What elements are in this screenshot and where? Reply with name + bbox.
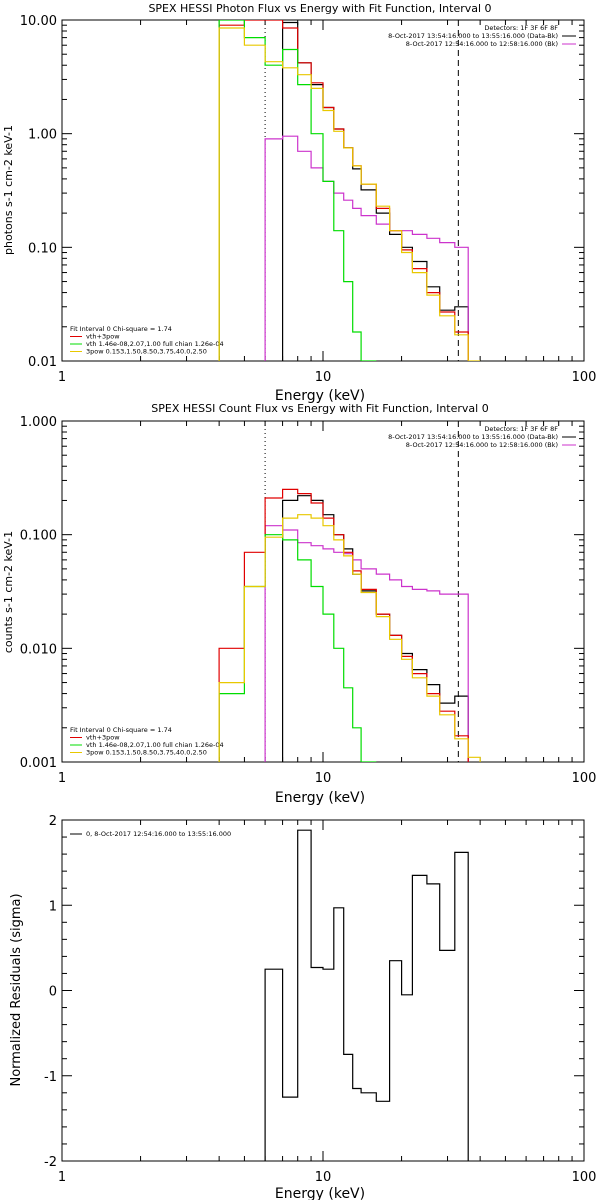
series-data-bk (282, 21, 469, 361)
x-axis-ticks: 1 10 100 (58, 20, 597, 385)
photon-flux-title: SPEX HESSI Photon Flux vs Energy with Fi… (148, 2, 491, 15)
y-tick-label: -1 (44, 1070, 57, 1085)
x-axis-ticks: 1 10 100 (58, 820, 597, 1185)
x-tick-label: 100 (572, 771, 597, 786)
series-vth-3pow (218, 20, 469, 361)
residuals-line (264, 829, 469, 1161)
legend-entry: 3pow 0.153,1.50,8.50,3.75,40.0,2.50 (86, 749, 207, 757)
legend-entry: vth+3pow (86, 734, 120, 742)
x-tick-label: 1 (58, 370, 66, 385)
x-tick-label: 100 (572, 370, 597, 385)
series-3pow (218, 27, 481, 361)
x-tick-label: 10 (315, 771, 332, 786)
series-bk (264, 525, 469, 762)
count-flux-ylabel: counts s-1 cm-2 keV-1 (2, 531, 15, 653)
legend-entry: Fit Interval 0 Chi-square = 1.74 (70, 726, 172, 734)
y-tick-label: 0 (49, 985, 57, 1000)
plot-frame (61, 819, 585, 1162)
x-tick-label: 100 (572, 1170, 597, 1185)
legend-entry: vth+3pow (86, 333, 120, 341)
legend-entry: Detectors: 1F 3F 6F 8F (484, 24, 558, 32)
series-data-bk (282, 495, 469, 762)
count-flux-fit-legend: Fit Interval 0 Chi-square = 1.74vth+3pow… (70, 726, 224, 757)
x-tick-label: 10 (315, 1170, 332, 1185)
legend-entry: 8-Oct-2017 13:54:16.000 to 13:55:16.000 … (388, 433, 558, 441)
photon-flux-legend: Detectors: 1F 3F 6F 8F8-Oct-2017 13:54:1… (388, 24, 576, 48)
y-tick-label: 1.000 (20, 415, 57, 430)
y-tick-label: 0.010 (20, 642, 57, 657)
residuals-panel: Normalized Residuals (sigma) Energy (keV… (9, 814, 596, 1200)
legend-entry: 0, 8-Oct-2017 12:54:16.000 to 13:55:16.0… (86, 830, 231, 838)
legend-entry: Detectors: 1F 3F 6F 8F (484, 425, 558, 433)
y-axis-ticks: 0.001 0.010 0.100 1.000 (20, 415, 584, 771)
series-vth-3pow (218, 488, 469, 762)
series-bk (264, 135, 469, 361)
photon-flux-panel: SPEX HESSI Photon Flux vs Energy with Fi… (2, 2, 596, 404)
photon-flux-ylabel: photons s-1 cm-2 keV-1 (2, 125, 15, 255)
legend-entry: 8-Oct-2017 13:54:16.000 to 13:55:16.000 … (388, 32, 558, 40)
y-tick-label: 1.00 (28, 128, 57, 143)
count-flux-title: SPEX HESSI Count Flux vs Energy with Fit… (151, 402, 488, 415)
x-tick-label: 1 (58, 771, 66, 786)
count-flux-panel: SPEX HESSI Count Flux vs Energy with Fit… (2, 402, 596, 806)
plot-area (218, 20, 481, 361)
y-tick-label: -2 (44, 1155, 57, 1170)
count-flux-xlabel: Energy (keV) (275, 790, 365, 806)
count-flux-legend: Detectors: 1F 3F 6F 8F8-Oct-2017 13:54:1… (388, 425, 576, 449)
photon-flux-fit-legend: Fit Interval 0 Chi-square = 1.74vth+3pow… (70, 325, 224, 356)
legend-entry: 3pow 0.153,1.50,8.50,3.75,40.0,2.50 (86, 348, 207, 356)
legend-entry: 8-Oct-2017 12:54:16.000 to 12:58:16.000 … (406, 40, 558, 48)
y-tick-label: 10.00 (20, 14, 57, 29)
residuals-ylabel: Normalized Residuals (sigma) (9, 893, 24, 1086)
y-axis-ticks: -2 -1 0 1 2 (44, 814, 584, 1170)
series-3pow (218, 514, 481, 762)
residuals-legend: 0, 8-Oct-2017 12:54:16.000 to 13:55:16.0… (70, 830, 231, 838)
series-vth (218, 20, 377, 361)
legend-entry: 8-Oct-2017 12:54:16.000 to 12:58:16.000 … (406, 441, 558, 449)
legend-entry: vth 1.46e-08,2.07,1.00 full chian 1.26e-… (86, 741, 224, 749)
plot-frame (61, 19, 585, 362)
x-tick-label: 1 (58, 1170, 66, 1185)
plot-area (218, 421, 481, 762)
y-axis-ticks: 0.01 0.10 1.00 10.00 (20, 14, 584, 370)
y-tick-label: 0.10 (28, 241, 57, 256)
plot-area (264, 829, 469, 1161)
photon-flux-xlabel: Energy (keV) (275, 388, 365, 404)
residuals-xlabel: Energy (keV) (275, 1186, 365, 1200)
legend-entry: vth 1.46e-08,2.07,1.00 full chian 1.26e-… (86, 340, 224, 348)
y-tick-label: 0.01 (28, 355, 57, 370)
y-tick-label: 0.100 (20, 529, 57, 544)
y-tick-label: 0.001 (20, 756, 57, 771)
y-tick-label: 1 (49, 899, 57, 914)
legend-entry: Fit Interval 0 Chi-square = 1.74 (70, 325, 172, 333)
x-tick-label: 10 (315, 370, 332, 385)
y-tick-label: 2 (49, 814, 57, 829)
